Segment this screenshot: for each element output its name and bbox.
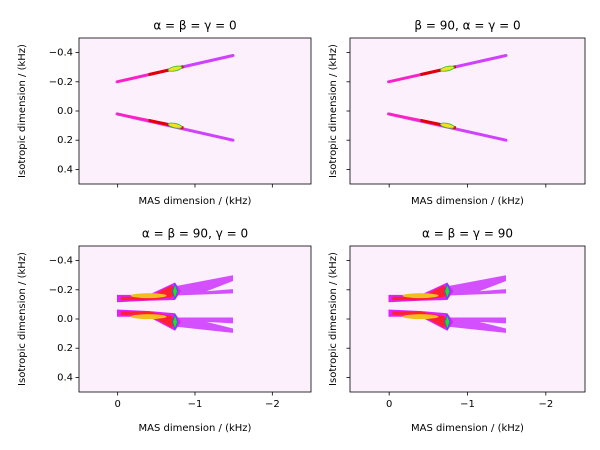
y-tick-label: −0.2 xyxy=(49,77,73,88)
spectrum-fan xyxy=(444,317,506,333)
x-axis-label: MAS dimension / (kHz) xyxy=(139,423,252,434)
y-axis-label: Isotropic dimension / (kHz) xyxy=(17,252,28,386)
x-tick-label: −2 xyxy=(538,399,553,410)
axes-title: α = β = γ = 0 xyxy=(153,19,236,33)
spectrum-peak xyxy=(167,122,183,129)
spectrum-fan xyxy=(171,275,233,296)
spectrum-peak xyxy=(172,282,179,300)
plot-background xyxy=(350,38,585,184)
spectrum-peak xyxy=(167,65,183,72)
y-tick-label: 0.4 xyxy=(57,372,73,383)
y-tick-label: −0.2 xyxy=(49,285,73,296)
spectrum-fan xyxy=(171,317,233,333)
x-tick-label: −2 xyxy=(265,399,280,410)
x-axis-label: MAS dimension / (kHz) xyxy=(411,196,524,207)
y-tick-label: −0.4 xyxy=(49,48,73,59)
x-axis-label: MAS dimension / (kHz) xyxy=(411,423,524,434)
y-tick-label: 0.0 xyxy=(57,106,73,117)
axes-title: α = β = 90, γ = 0 xyxy=(142,227,248,241)
y-tick-label: 0.2 xyxy=(57,343,73,354)
spectrum-peak xyxy=(172,313,179,331)
spectrum-core xyxy=(402,293,439,299)
x-axis-label: MAS dimension / (kHz) xyxy=(139,196,252,207)
y-tick-label: −0.4 xyxy=(49,256,73,267)
spectrum-peak xyxy=(444,313,451,331)
x-tick-label: −1 xyxy=(460,399,475,410)
plot-background xyxy=(79,38,311,184)
spectrum xyxy=(117,275,233,333)
spectrum-core xyxy=(402,314,439,320)
spectrum xyxy=(388,275,506,333)
x-tick-label: −1 xyxy=(188,399,203,410)
y-axis-label: Isotropic dimension / (kHz) xyxy=(328,44,339,178)
spectrum-fan xyxy=(444,275,506,296)
x-tick-label: 0 xyxy=(386,399,392,410)
spectrum-core xyxy=(130,314,167,320)
x-tick-label: 0 xyxy=(114,399,120,410)
y-axis-label: Isotropic dimension / (kHz) xyxy=(328,252,339,386)
spectrum-peak xyxy=(440,65,455,72)
y-tick-label: 0.2 xyxy=(57,135,73,146)
axes-title: α = β = γ = 90 xyxy=(422,227,513,241)
spectrum-peak xyxy=(444,282,451,300)
spectrum xyxy=(115,54,235,142)
spectrum xyxy=(387,54,508,142)
spectrum-peak xyxy=(440,122,455,129)
spectrum-core xyxy=(130,293,167,299)
y-tick-label: 0.0 xyxy=(57,314,73,325)
y-axis-label: Isotropic dimension / (kHz) xyxy=(17,44,28,178)
y-tick-label: 0.4 xyxy=(57,164,73,175)
axes-title: β = 90, α = γ = 0 xyxy=(414,19,520,33)
